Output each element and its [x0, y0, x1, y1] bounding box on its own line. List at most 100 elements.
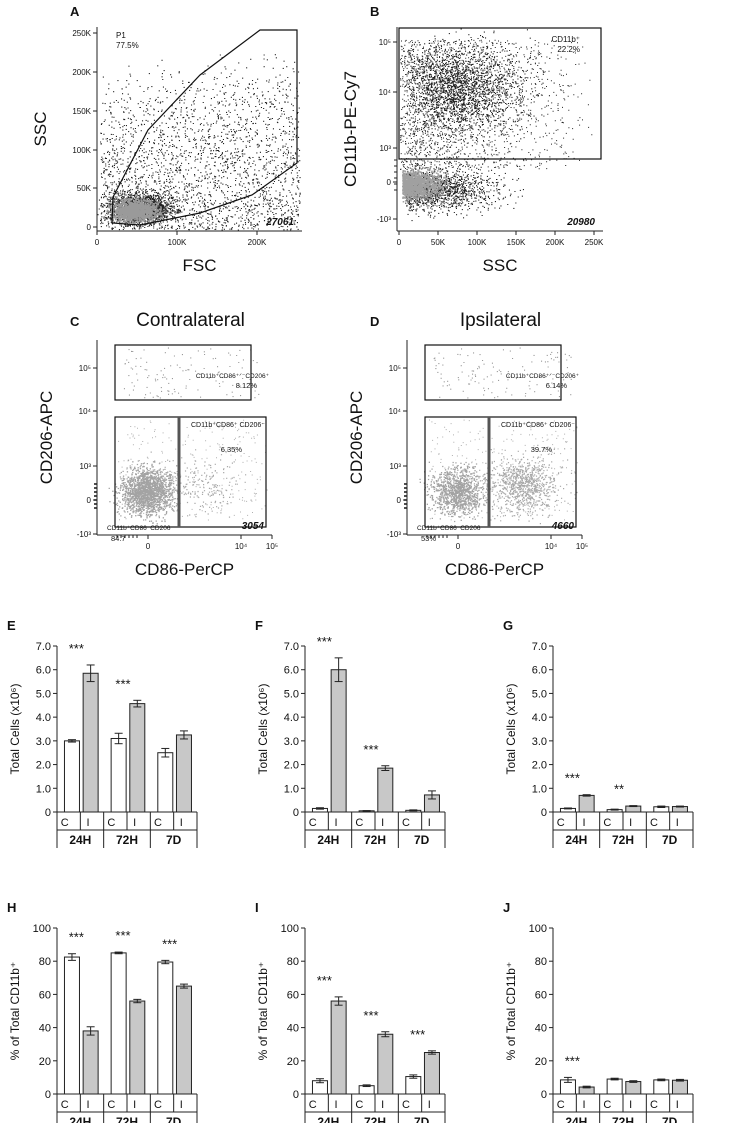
x-axis-label: FSC — [183, 256, 217, 275]
x-sublabel: I — [629, 1099, 632, 1111]
y-tick-label: 40 — [39, 1023, 51, 1035]
x-sublabel: C — [402, 817, 410, 829]
x-category-label: 7D — [414, 1115, 430, 1123]
scatter-points — [97, 54, 301, 231]
y-tick-label: 0 — [45, 1089, 51, 1101]
events-dots — [102, 195, 169, 227]
bar-c — [405, 1076, 422, 1095]
x-sublabel: C — [61, 817, 69, 829]
x-sublabel: C — [61, 1099, 69, 1111]
bar-c — [63, 740, 80, 813]
x-sublabel: I — [582, 817, 585, 829]
y-tick-label: 1.0 — [284, 783, 299, 795]
y-tick-label: 7.0 — [284, 641, 299, 653]
bar-c — [110, 737, 127, 813]
x-sublabel: I — [180, 817, 183, 829]
gate-percent: 84.7 — [111, 534, 126, 543]
y-tick-label: 10³ — [379, 144, 391, 153]
y-tick-label: 0 — [541, 807, 547, 819]
event-count: 4660 — [551, 521, 575, 532]
gate-percent: 6.35% — [221, 445, 243, 454]
gate-cd206-pos — [114, 344, 252, 401]
bar-c — [606, 1078, 623, 1095]
events-dots — [427, 419, 578, 521]
x-category-label: 7D — [662, 833, 678, 847]
x-category-label: 7D — [166, 1115, 182, 1123]
panel-e: E Total Cells (x10⁶) 0 1.0 2.0 3.0 4.0 5.0 6.0 7.… — [7, 618, 198, 848]
x-sublabel: C — [557, 1099, 565, 1111]
events-dots — [140, 446, 252, 518]
x-sublabel: I — [629, 817, 632, 829]
y-tick-label: 40 — [287, 1023, 299, 1035]
gate-percent: 6.14% — [546, 381, 568, 390]
y-axis-label: SSC — [31, 112, 50, 147]
y-tick-label: 4.0 — [284, 712, 299, 724]
bar-c — [63, 956, 80, 1095]
plot-title: Ipsilateral — [460, 310, 541, 331]
x-sublabel: C — [154, 1099, 162, 1111]
y-tick-label: 20 — [287, 1056, 299, 1068]
x-tick-label: 0 — [456, 542, 461, 551]
y-tick-label: 100 — [281, 923, 299, 935]
x-sublabel: I — [334, 817, 337, 829]
panel-letter: C — [70, 314, 80, 329]
bar-i — [377, 1033, 394, 1095]
y-tick-label: 4.0 — [532, 712, 547, 724]
x-category-label: 7D — [166, 833, 182, 847]
y-tick-label: 1.0 — [36, 783, 51, 795]
y-tick-label: 6.0 — [284, 665, 299, 677]
panel-letter: B — [370, 4, 379, 19]
x-tick-label: 200K — [248, 238, 267, 247]
y-tick-label: 4.0 — [36, 712, 51, 724]
x-tick-label: 100K — [168, 238, 187, 247]
x-category-label: 72H — [364, 833, 386, 847]
scatter-points — [400, 28, 593, 222]
bar-c — [157, 961, 174, 1095]
y-tick-label: 20 — [39, 1056, 51, 1068]
y-tick-label: 60 — [535, 989, 547, 1001]
y-tick-label: 3.0 — [284, 736, 299, 748]
x-tick-label: 50K — [431, 238, 446, 247]
y-tick-label: 10⁵ — [379, 38, 391, 47]
x-category-label: 24H — [69, 1115, 91, 1123]
y-axis-label: % of Total CD11b⁺ — [8, 962, 22, 1061]
events-dots — [400, 39, 593, 171]
gate-name: P1 — [116, 31, 126, 40]
bar-i — [129, 1000, 146, 1095]
panel-letter: J — [503, 900, 510, 915]
x-sublabel: C — [355, 817, 363, 829]
y-tick-label: 0 — [293, 807, 299, 819]
x-tick-label: 150K — [507, 238, 526, 247]
y-tick-label: 5.0 — [532, 688, 547, 700]
gate-name: CD11b⁺CD86⁺ᐟ⁻CD206⁺ — [196, 373, 270, 380]
panel-c: C Contralateral 0 10⁴ 10⁵ -10³ 0 10³ 10⁴ 10⁵ CD86-… — [37, 310, 278, 579]
x-tick-label: 10⁵ — [266, 542, 278, 551]
bar-i — [625, 1081, 642, 1095]
y-axis-label: CD206-APC — [347, 391, 366, 485]
y-tick-label: 0 — [397, 496, 402, 505]
x-sublabel: C — [603, 1099, 611, 1111]
x-category-label: 24H — [565, 1115, 587, 1123]
x-sublabel: I — [676, 817, 679, 829]
bar-i — [671, 1079, 688, 1095]
panel-a: A 0 100K 200K 0 50K 100K 150K 200K 250K FSC SSC P177… — [31, 4, 302, 275]
y-tick-label: 80 — [287, 956, 299, 968]
x-sublabel: I — [428, 1099, 431, 1111]
event-count: 3054 — [242, 521, 265, 532]
gate-name: CD11b⁺CD86⁻CD206⁻ — [107, 525, 174, 532]
y-tick-label: -10³ — [377, 215, 392, 224]
x-sublabel: I — [428, 817, 431, 829]
significance-marker: *** — [565, 1053, 580, 1068]
bar-i — [330, 669, 347, 813]
panel-letter: A — [70, 4, 80, 19]
x-category-label: 72H — [116, 833, 138, 847]
y-tick-label: 3.0 — [36, 736, 51, 748]
x-sublabel: C — [154, 817, 162, 829]
scatter-points — [419, 347, 578, 525]
x-tick-label: 10⁴ — [545, 542, 558, 551]
x-sublabel: C — [309, 817, 317, 829]
x-sublabel: C — [107, 1099, 115, 1111]
x-tick-label: 200K — [546, 238, 565, 247]
x-sublabel: I — [381, 1099, 384, 1111]
y-tick-label: 80 — [535, 956, 547, 968]
